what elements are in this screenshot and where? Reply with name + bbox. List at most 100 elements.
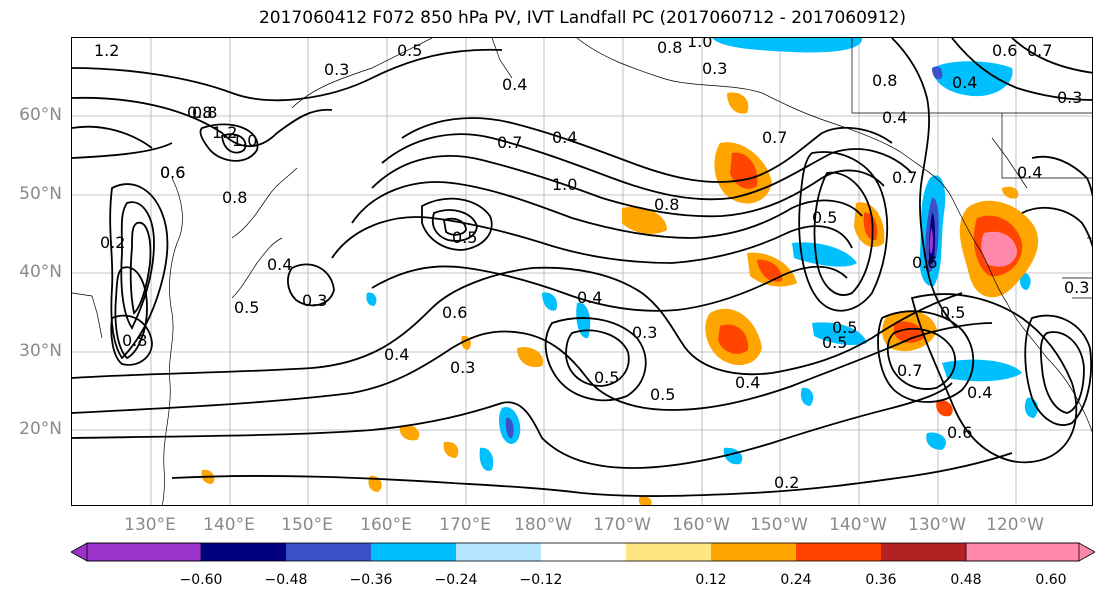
contour-label: 0.7: [762, 128, 787, 147]
contour-label: 1.0: [687, 38, 712, 51]
shaded-anomalies: [201, 38, 1039, 505]
contour-label: 0.7: [497, 133, 522, 152]
colorbar-tick-label: 0.60: [1035, 572, 1067, 588]
contour-label: 0.5: [650, 385, 675, 404]
lon-label: 160°W: [672, 515, 730, 535]
anomaly-pos: [936, 399, 953, 417]
anomaly-neg: [479, 447, 494, 471]
contour-label: 0.7: [892, 168, 917, 187]
anomaly-pos: [730, 152, 758, 189]
map-canvas: 1.2 0.8 0.5 0.3 0.8 0.4 0.3 1.0 0.6 0.7 …: [72, 38, 1092, 505]
colorbar-segment: [456, 543, 541, 561]
anomaly-neg: [1019, 272, 1031, 290]
anomaly-neg: [800, 387, 814, 406]
lat-label: 20°N: [19, 419, 62, 439]
contour-label: 0.4: [267, 255, 292, 274]
contour-label: 0.3: [1064, 278, 1089, 297]
colorbar-segment: [541, 543, 626, 561]
colorbar-segment: [711, 543, 796, 561]
contour-label: 0.6: [160, 163, 185, 182]
anomaly-neg: [812, 322, 867, 346]
anomaly-pos: [894, 321, 924, 343]
colorbar-tick-label: −0.24: [434, 572, 478, 588]
colorbar-segments: [71, 542, 1095, 562]
lat-label: 50°N: [19, 184, 62, 204]
contour-label: 0.8: [122, 331, 147, 350]
anomaly-pos: [718, 324, 749, 354]
colorbar-segment: [626, 543, 711, 561]
contour-label: 0.5: [594, 368, 619, 387]
contour-label: 0.2: [100, 233, 125, 252]
contour-label: 0.8: [187, 103, 212, 122]
lon-label: 170°W: [593, 515, 651, 535]
anomaly-pos: [981, 231, 1017, 267]
contour-label: 0.8: [872, 71, 897, 90]
contour-label: 0.6: [947, 423, 972, 442]
lon-label: 150°W: [750, 515, 808, 535]
contour-label: 0.4: [952, 73, 977, 92]
anomaly-neg: [542, 292, 558, 311]
lon-label: 130°W: [908, 515, 966, 535]
contour-label: 0.4: [502, 75, 527, 94]
anomaly-pos: [622, 206, 667, 234]
contour-label: 0.8: [654, 195, 679, 214]
contour-labels: 1.2 0.8 0.5 0.3 0.8 0.4 0.3 1.0 0.6 0.7 …: [94, 38, 1089, 492]
anomaly-neg: [576, 302, 591, 339]
lat-label: 40°N: [19, 262, 62, 282]
anomaly-neg: [932, 66, 943, 80]
contour-label: 1.2: [94, 41, 119, 60]
contour-label: 0.6: [912, 253, 937, 272]
colorbar-tick-label: 0.12: [695, 572, 727, 588]
contour-label: 0.5: [940, 303, 965, 322]
contour-label: 0.8: [192, 103, 217, 122]
colorbar-segment: [796, 543, 881, 561]
contour-label: 1.2: [212, 123, 237, 142]
lon-label: 170°E: [439, 515, 491, 535]
contour-label: 0.4: [967, 383, 992, 402]
contour-label: 0.6: [992, 41, 1017, 60]
lon-label: 160°E: [360, 515, 412, 535]
contour-label: 0.5: [812, 208, 837, 227]
contour-label: 0.5: [832, 318, 857, 337]
pv-contours: [72, 38, 1092, 497]
anomaly-neg: [505, 417, 514, 439]
anomaly-neg: [942, 359, 1022, 382]
lon-label: 150°E: [281, 515, 333, 535]
anomaly-pos: [399, 425, 420, 441]
contour-label: 0.6: [442, 303, 467, 322]
colorbar-tick-label: 0.48: [950, 572, 982, 588]
contour-label: 1.0: [552, 175, 577, 194]
contour-label: 0.8: [222, 188, 247, 207]
contour-label: 0.4: [882, 108, 907, 127]
anomaly-pos: [727, 92, 749, 114]
contour-label: 0.5: [234, 298, 259, 317]
anomaly-neg: [366, 292, 377, 306]
colorbar-tick-label: −0.36: [349, 572, 393, 588]
lon-label: 120°W: [986, 515, 1044, 535]
anomaly-pos: [1002, 186, 1019, 199]
lon-label: 130°E: [124, 515, 176, 535]
colorbar-tick-label: −0.12: [519, 572, 563, 588]
anomaly-neg: [929, 228, 934, 254]
contour-label: 0.4: [384, 345, 409, 364]
contour-label: 0.2: [774, 473, 799, 492]
colorbar-segment: [881, 543, 966, 561]
lat-label: 60°N: [19, 105, 62, 125]
contour-label: 0.4: [735, 373, 760, 392]
lon-label: 140°W: [829, 515, 887, 535]
contour-label: 0.3: [632, 323, 657, 342]
contour-label: 1.0: [232, 131, 257, 150]
anomaly-neg: [932, 61, 1013, 97]
colorbar-arrow-right: [965, 542, 1095, 562]
lon-label: 140°E: [203, 515, 255, 535]
map-panel[interactable]: 1.2 0.8 0.5 0.3 0.8 0.4 0.3 1.0 0.6 0.7 …: [71, 37, 1093, 506]
anomaly-pos: [863, 212, 878, 241]
contour-label: 0.3: [302, 291, 327, 310]
contour-label: 0.4: [552, 128, 577, 147]
contour-label: 0.6: [160, 163, 185, 182]
colorbar-tick-label: 0.24: [780, 572, 812, 588]
contour-label: 0.4: [577, 288, 602, 307]
anomaly-pos: [757, 259, 783, 282]
colorbar-tick-label: −0.48: [264, 572, 308, 588]
anomaly-pos: [517, 347, 543, 368]
